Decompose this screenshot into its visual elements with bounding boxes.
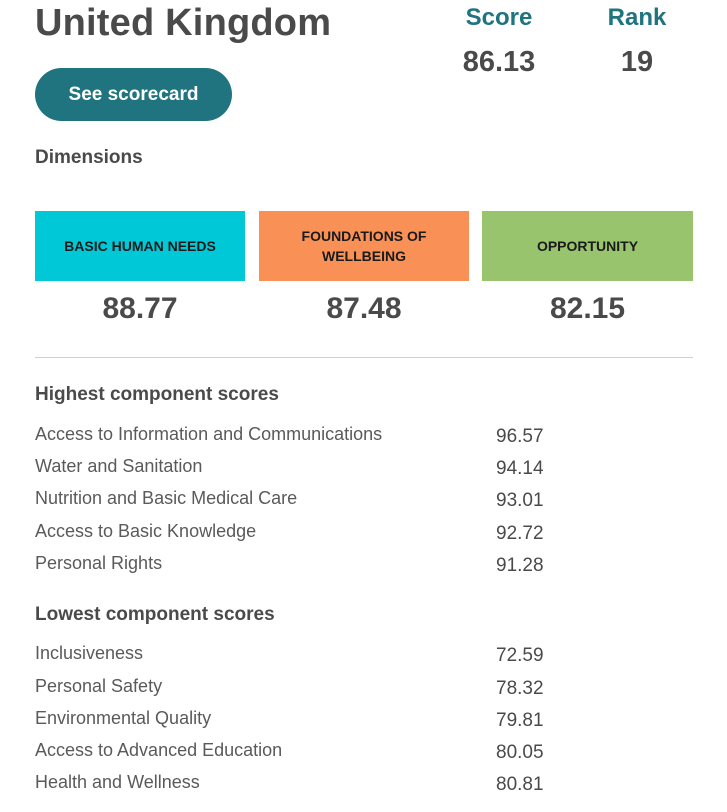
component-name: Environmental Quality: [35, 708, 212, 728]
dimension-opportunity: OPPORTUNITY: [482, 211, 693, 281]
component-score: 78.32: [496, 678, 544, 699]
divider: [35, 357, 693, 358]
rank-value: 19: [620, 46, 654, 78]
component-name: Nutrition and Basic Medical Care: [35, 488, 298, 508]
component-score: 80.81: [496, 774, 544, 795]
component-name: Personal Rights: [35, 553, 163, 573]
dimension-value-opportunity: 82.15: [549, 292, 626, 325]
component-score: 79.81: [496, 710, 544, 731]
component-score: 92.72: [496, 523, 544, 544]
table-row: Access to Advanced Education 80.05: [35, 740, 635, 768]
component-name: Inclusiveness: [35, 643, 144, 663]
component-name: Access to Advanced Education: [35, 740, 283, 760]
dimension-value-foundations-of-wellbeing: 87.48: [326, 292, 402, 325]
component-score: 91.28: [496, 555, 544, 576]
dimension-basic-human-needs: BASIC HUMAN NEEDS: [35, 211, 245, 281]
country-title: United Kingdom: [35, 2, 332, 44]
dimension-label: FOUNDATIONS OF WELLBEING: [301, 228, 427, 264]
table-row: Nutrition and Basic Medical Care 93.01: [35, 488, 635, 516]
component-name: Access to Basic Knowledge: [35, 521, 257, 541]
table-row: Water and Sanitation 94.14: [35, 456, 635, 484]
dimension-foundations-of-wellbeing: FOUNDATIONS OF WELLBEING: [259, 211, 469, 281]
component-name: Water and Sanitation: [35, 456, 203, 476]
lowest-scores-title: Lowest component scores: [35, 604, 275, 625]
highest-scores-title: Highest component scores: [35, 384, 279, 405]
component-name: Access to Information and Communications: [35, 424, 383, 444]
table-row: Access to Information and Communications…: [35, 424, 635, 452]
table-row: Personal Rights 91.28: [35, 553, 635, 581]
table-row: Inclusiveness 72.59: [35, 643, 635, 671]
score-value: 86.13: [462, 46, 536, 78]
rank-label: Rank: [607, 4, 667, 31]
table-row: Environmental Quality 79.81: [35, 708, 635, 736]
component-score: 96.57: [496, 426, 544, 447]
component-name: Personal Safety: [35, 676, 163, 696]
component-score: 93.01: [496, 490, 544, 511]
see-scorecard-button[interactable]: See scorecard: [35, 68, 232, 121]
dimension-label: BASIC HUMAN NEEDS: [64, 238, 216, 254]
component-score: 72.59: [496, 645, 544, 666]
component-score: 80.05: [496, 742, 544, 763]
table-row: Access to Basic Knowledge 92.72: [35, 521, 635, 549]
component-name: Health and Wellness: [35, 772, 200, 792]
table-row: Personal Safety 78.32: [35, 676, 635, 704]
dimension-label: OPPORTUNITY: [536, 238, 639, 254]
component-score: 94.14: [496, 458, 544, 479]
dimensions-title: Dimensions: [35, 147, 143, 168]
table-row: Health and Wellness 80.81: [35, 772, 635, 800]
score-label: Score: [465, 4, 533, 31]
dimension-value-basic-human-needs: 88.77: [102, 292, 178, 325]
